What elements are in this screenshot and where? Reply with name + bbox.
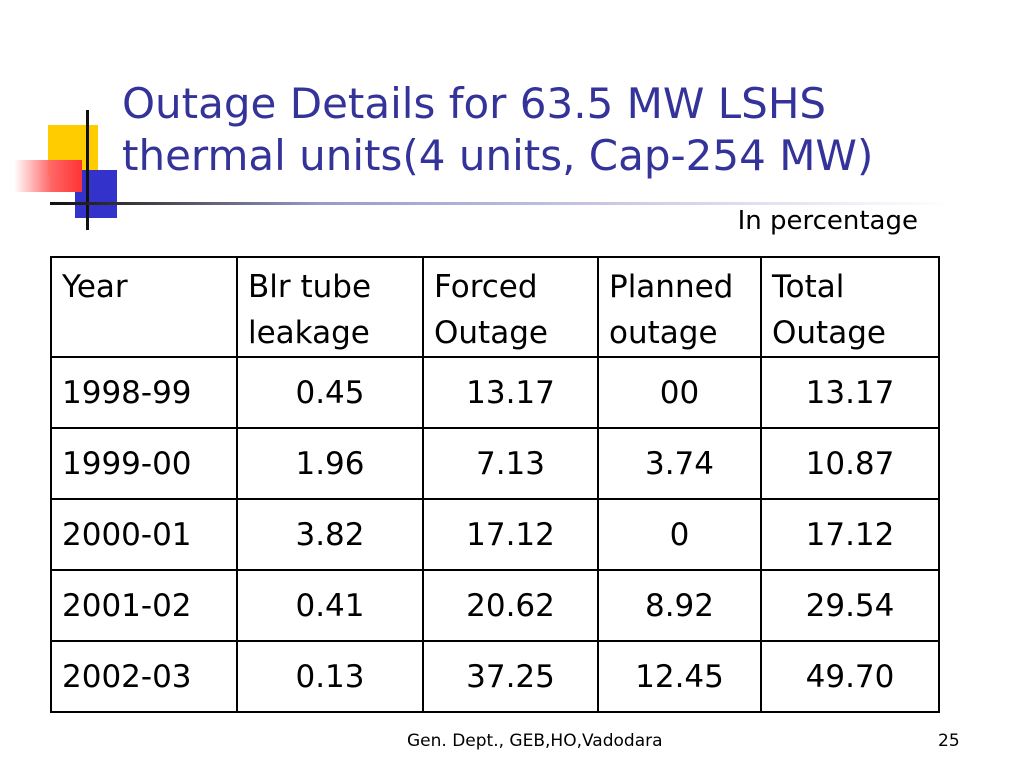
cell-blr-tube-leakage: 1.96 — [236, 427, 424, 500]
title-underline — [50, 202, 950, 205]
cell-forced-outage: 7.13 — [422, 427, 599, 500]
cell-total-outage: 17.12 — [760, 498, 940, 571]
cell-planned-outage: 3.74 — [597, 427, 762, 500]
cell-planned-outage: 12.45 — [597, 640, 762, 713]
header-planned-outage: Planned outage — [597, 256, 762, 358]
cell-planned-outage: 00 — [597, 356, 762, 429]
cell-blr-tube-leakage: 0.13 — [236, 640, 424, 713]
cell-forced-outage: 20.62 — [422, 569, 599, 642]
table-row: 2000-01 3.82 17.12 0 17.12 — [50, 498, 940, 571]
cell-forced-outage: 13.17 — [422, 356, 599, 429]
cell-year: 2002-03 — [50, 640, 238, 713]
cell-year: 1999-00 — [50, 427, 238, 500]
cell-blr-tube-leakage: 0.45 — [236, 356, 424, 429]
cell-planned-outage: 0 — [597, 498, 762, 571]
page-number: 25 — [938, 731, 960, 751]
header-total-outage: Total Outage — [760, 256, 940, 358]
cell-forced-outage: 17.12 — [422, 498, 599, 571]
cell-blr-tube-leakage: 0.41 — [236, 569, 424, 642]
cell-year: 1998-99 — [50, 356, 238, 429]
table-row: 2002-03 0.13 37.25 12.45 49.70 — [50, 640, 940, 713]
footer-text: Gen. Dept., GEB,HO,Vadodara — [407, 731, 663, 751]
cell-forced-outage: 37.25 — [422, 640, 599, 713]
cell-planned-outage: 8.92 — [597, 569, 762, 642]
logo-red-bar — [14, 160, 82, 192]
unit-note: In percentage — [737, 206, 918, 236]
logo-vertical-line — [86, 110, 89, 230]
table-row: 1999-00 1.96 7.13 3.74 10.87 — [50, 427, 940, 500]
logo-blue-square — [75, 170, 117, 218]
table-row: 2001-02 0.41 20.62 8.92 29.54 — [50, 569, 940, 642]
outage-table: Year Blr tube leakage Forced Outage Plan… — [50, 256, 940, 713]
header-blr-tube-leakage: Blr tube leakage — [236, 256, 424, 358]
table-row: 1998-99 0.45 13.17 00 13.17 — [50, 356, 940, 429]
cell-year: 2001-02 — [50, 569, 238, 642]
slide-title: Outage Details for 63.5 MW LSHS thermal … — [122, 79, 874, 180]
header-forced-outage: Forced Outage — [422, 256, 599, 358]
table-header-row: Year Blr tube leakage Forced Outage Plan… — [50, 256, 940, 358]
cell-total-outage: 49.70 — [760, 640, 940, 713]
cell-total-outage: 13.17 — [760, 356, 940, 429]
cell-total-outage: 29.54 — [760, 569, 940, 642]
cell-year: 2000-01 — [50, 498, 238, 571]
header-year: Year — [50, 256, 238, 358]
cell-blr-tube-leakage: 3.82 — [236, 498, 424, 571]
cell-total-outage: 10.87 — [760, 427, 940, 500]
